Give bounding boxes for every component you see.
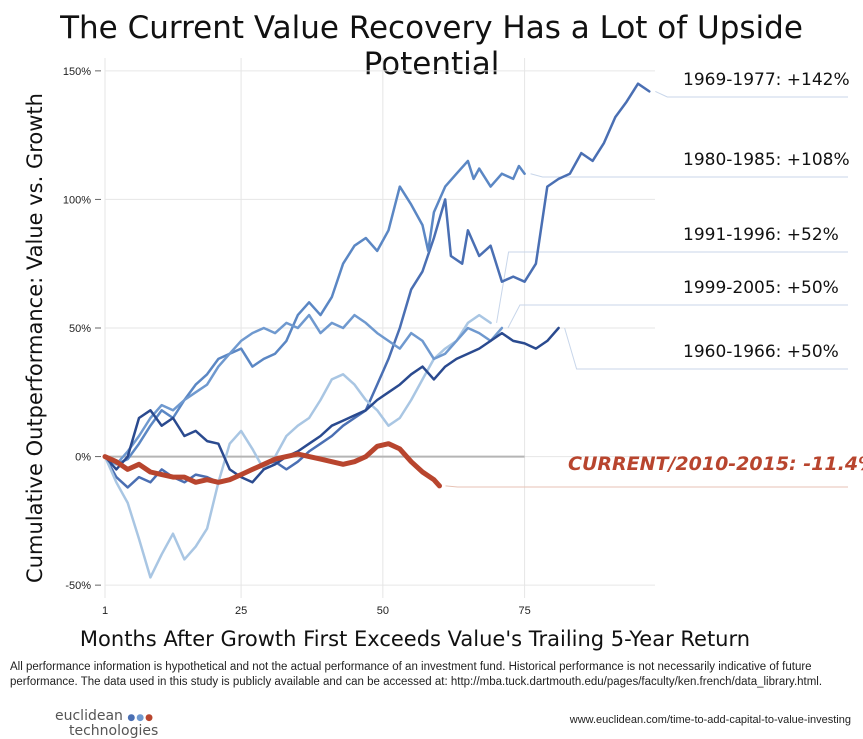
series-label: 1969-1977: +142% [683,70,850,90]
logo-text-secondary: technologies [69,723,159,739]
series-line [102,441,442,489]
series-line [103,326,560,484]
logo-dots-icon: ●●● [127,713,154,723]
y-tick-label: 50% [69,323,91,335]
series-line [103,159,526,466]
y-tick-label: -50% [65,580,91,592]
series-line [103,313,492,579]
x-tick-label: 1 [102,605,108,617]
label-leader-line [496,251,848,323]
y-tick-label: 100% [63,194,91,206]
source-url: www.euclidean.com/time-to-add-capital-to… [569,714,851,726]
company-logo: euclidean ●●● technologies [55,708,159,739]
x-tick-label: 50 [377,605,389,617]
label-leader-line [655,90,848,98]
series-label: 1991-1996: +52% [683,225,839,245]
series-label: 1980-1985: +108% [683,150,850,170]
series-line [103,313,504,466]
x-tick-label: 75 [518,605,530,617]
series-label: 1960-1966: +50% [683,342,839,362]
line-chart: -50% 0% 50% 100% 150% 1 25 50 75 Months After Gro… [23,58,863,651]
series-label: CURRENT/2010-2015: -11.4% [568,453,863,475]
x-tick-label: 25 [235,605,247,617]
chart-title: The Current Value Recovery Has a Lot of … [60,10,803,82]
x-axis-label: Months After Growth First Exceeds Value'… [80,627,750,651]
logo-text-primary: euclidean [55,708,123,724]
label-leader-line [445,485,848,488]
y-tick-label: 150% [63,66,91,78]
label-leader-line [564,327,848,370]
y-tick-label: 0% [75,452,91,464]
series-label: 1999-2005: +50% [683,278,839,298]
y-axis-label: Cumulative Outperformance: Value vs. Gro… [23,93,47,583]
series-line [103,82,651,489]
label-leader-line [507,304,848,329]
disclaimer-note: All performance information is hypotheti… [10,661,823,688]
label-leader-line [530,173,848,178]
